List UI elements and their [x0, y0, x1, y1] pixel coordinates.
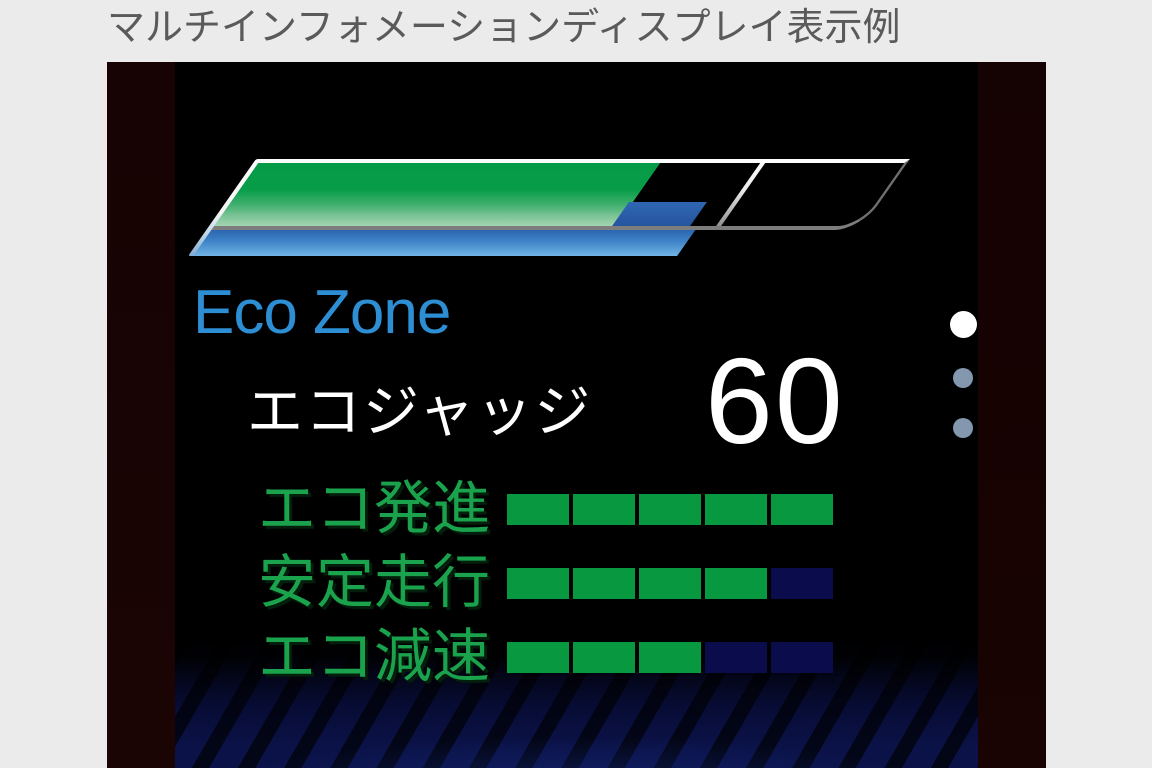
- page-dots: [107, 62, 1046, 768]
- eco-row-segments: [507, 641, 833, 673]
- eco-row: エコ減速: [107, 622, 833, 692]
- eco-row-label: 安定走行: [257, 550, 490, 615]
- eco-segment-filled: [771, 493, 833, 525]
- eco-segment-empty: [705, 641, 767, 673]
- eco-row: エコ発進: [107, 474, 833, 544]
- eco-segment-filled: [639, 493, 701, 525]
- eco-segment-filled: [573, 567, 635, 599]
- eco-rows: エコ発進安定走行エコ減速: [107, 62, 1046, 768]
- eco-row: 安定走行: [107, 548, 833, 618]
- eco-judge-score: 60: [705, 333, 845, 469]
- page-title: マルチインフォメーションディスプレイ表示例: [107, 7, 901, 49]
- eco-segment-filled: [507, 567, 569, 599]
- eco-segment-filled: [507, 493, 569, 525]
- eco-row-segments: [507, 493, 833, 525]
- eco-row-label: エコ発進: [257, 476, 490, 541]
- page-dot-inactive: [953, 418, 973, 438]
- eco-zone-label: Eco Zone: [193, 278, 451, 347]
- eco-segment-filled: [639, 641, 701, 673]
- eco-segment-empty: [771, 641, 833, 673]
- display-right-trim: [978, 62, 1046, 768]
- eco-segment-filled: [507, 641, 569, 673]
- eco-judge-label: エコジャッジ: [247, 380, 593, 443]
- eco-segment-empty: [771, 567, 833, 599]
- multi-information-display: Eco Zone エコジャッジ 60 エコ発進安定走行エコ減速: [107, 62, 1046, 768]
- display-left-trim: [107, 62, 175, 768]
- eco-segment-filled: [639, 567, 701, 599]
- page-dot-active: [950, 311, 977, 338]
- eco-row-segments: [507, 567, 833, 599]
- page-dot-inactive: [953, 368, 973, 388]
- eco-row-label: エコ減速: [257, 624, 490, 689]
- eco-segment-filled: [705, 567, 767, 599]
- eco-segment-filled: [705, 493, 767, 525]
- eco-segment-filled: [573, 641, 635, 673]
- eco-segment-filled: [573, 493, 635, 525]
